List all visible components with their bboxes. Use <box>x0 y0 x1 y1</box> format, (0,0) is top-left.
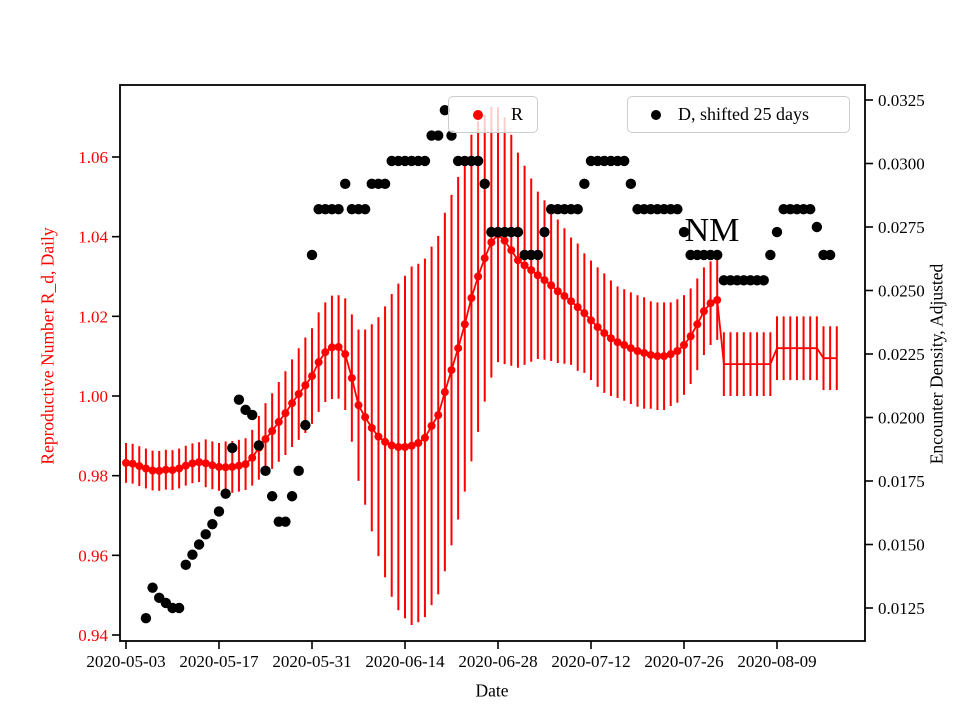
svg-text:0.96: 0.96 <box>78 546 108 565</box>
svg-text:1.02: 1.02 <box>78 307 108 326</box>
svg-text:0.0275: 0.0275 <box>878 218 925 237</box>
svg-text:2020-05-17: 2020-05-17 <box>179 652 259 671</box>
svg-text:2020-05-03: 2020-05-03 <box>86 652 165 671</box>
svg-text:0.0325: 0.0325 <box>878 91 925 110</box>
svg-text:2020-08-09: 2020-08-09 <box>737 652 816 671</box>
svg-text:2020-07-26: 2020-07-26 <box>644 652 723 671</box>
svg-text:2020-06-28: 2020-06-28 <box>458 652 537 671</box>
svg-text:0.0175: 0.0175 <box>878 472 925 491</box>
svg-text:0.0150: 0.0150 <box>878 536 925 555</box>
svg-text:0.0125: 0.0125 <box>878 599 925 618</box>
legend-r-series: R <box>448 96 538 133</box>
x-axis-label: Date <box>475 680 509 701</box>
svg-text:1.06: 1.06 <box>78 148 108 167</box>
svg-text:0.0200: 0.0200 <box>878 409 925 428</box>
state-annotation: NM <box>684 212 740 249</box>
svg-text:2020-05-31: 2020-05-31 <box>272 652 351 671</box>
svg-text:2020-07-12: 2020-07-12 <box>551 652 630 671</box>
svg-text:1.00: 1.00 <box>78 387 108 406</box>
svg-text:0.98: 0.98 <box>78 467 108 486</box>
legend-d-marker-icon <box>651 109 661 120</box>
legend-d-label: D, shifted 25 days <box>678 104 809 124</box>
svg-text:0.0300: 0.0300 <box>878 155 925 174</box>
legend-d-series: D, shifted 25 days <box>627 96 850 133</box>
svg-text:1.04: 1.04 <box>78 228 108 247</box>
legend-r-label: R <box>511 104 524 124</box>
y-axis-label-left: Reproductive Number R_d, Daily <box>37 227 58 465</box>
svg-text:0.0250: 0.0250 <box>878 282 925 301</box>
y-axis-label-right: Encounter Density, Adjusted <box>926 263 947 465</box>
svg-text:2020-06-14: 2020-06-14 <box>365 652 445 671</box>
svg-text:0.0225: 0.0225 <box>878 345 925 364</box>
legend-r-marker-icon <box>473 109 483 120</box>
svg-text:0.94: 0.94 <box>78 626 108 645</box>
